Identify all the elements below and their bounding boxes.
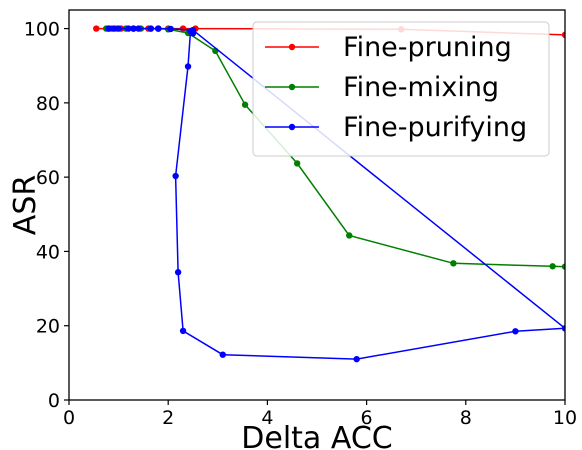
y-axis-ticks: 0 20 40 60 80 100 bbox=[24, 19, 69, 412]
data-point bbox=[174, 269, 182, 276]
data-point bbox=[561, 263, 565, 270]
data-point bbox=[189, 26, 197, 34]
data-point bbox=[549, 263, 556, 270]
data-point bbox=[561, 31, 565, 39]
legend-item: Fine-pruning bbox=[265, 32, 512, 63]
data-point bbox=[135, 25, 142, 32]
data-point bbox=[241, 101, 249, 108]
data-point bbox=[179, 327, 187, 335]
data-point bbox=[93, 25, 100, 32]
data-point bbox=[512, 328, 519, 335]
x-tick-label: 0 bbox=[63, 407, 75, 429]
y-tick-label: 100 bbox=[24, 19, 60, 41]
y-axis-label: ASR bbox=[8, 175, 43, 235]
x-tick-label: 10 bbox=[553, 407, 577, 429]
data-point bbox=[125, 25, 132, 32]
data-point bbox=[155, 25, 162, 32]
x-tick-label: 2 bbox=[162, 407, 174, 429]
x-tick-label: 4 bbox=[261, 407, 273, 429]
plot-frame bbox=[68, 9, 566, 401]
legend-item: Fine-purifying bbox=[265, 112, 527, 143]
y-tick-label: 80 bbox=[36, 93, 60, 115]
legend-swatch-marker bbox=[288, 43, 296, 51]
legend-label: Fine-purifying bbox=[343, 112, 527, 143]
plot-series-group bbox=[93, 25, 565, 363]
series-layer bbox=[93, 25, 565, 363]
y-tick-label: 0 bbox=[48, 390, 60, 412]
data-point bbox=[172, 172, 179, 180]
data-point bbox=[561, 325, 565, 332]
y-tick-label: 20 bbox=[36, 316, 60, 338]
data-point bbox=[219, 351, 226, 358]
data-point bbox=[293, 160, 301, 167]
data-point bbox=[105, 25, 112, 32]
legend-item: Fine-mixing bbox=[265, 72, 499, 103]
x-tick-label: 8 bbox=[460, 407, 472, 429]
legend-label: Fine-pruning bbox=[343, 32, 512, 63]
data-point bbox=[115, 25, 122, 32]
y-tick-label: 60 bbox=[36, 167, 60, 189]
data-point bbox=[130, 25, 137, 32]
legend-box bbox=[252, 21, 550, 157]
series-fine-purifying bbox=[105, 25, 565, 363]
x-axis-ticks: 0 2 4 6 8 10 bbox=[63, 400, 577, 429]
data-point bbox=[346, 232, 353, 239]
y-tick-label: 40 bbox=[36, 241, 60, 263]
data-point bbox=[179, 25, 187, 32]
data-point bbox=[184, 63, 192, 70]
legend-label: Fine-mixing bbox=[343, 72, 499, 103]
data-point bbox=[167, 25, 174, 33]
x-tick-label: 6 bbox=[361, 407, 373, 429]
x-axis-label: Delta ACC bbox=[241, 421, 392, 450]
legend-swatch-marker bbox=[288, 83, 296, 91]
legend-swatch-marker bbox=[288, 123, 296, 131]
data-point bbox=[353, 355, 360, 363]
data-point bbox=[147, 25, 155, 32]
legend: Fine-pruning Fine-mixing Fine-purifying bbox=[252, 21, 550, 157]
data-point bbox=[110, 25, 117, 32]
data-point bbox=[450, 260, 457, 267]
